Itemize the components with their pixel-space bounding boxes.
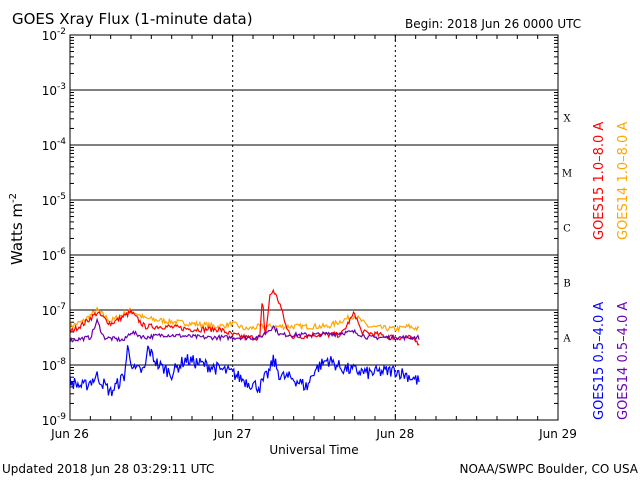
series-line-goes14-1-0-8-0-a — [69, 306, 420, 333]
y-tick-label: 10-9 — [42, 412, 67, 428]
x-tick-labels: Jun 26 Jun 27 Jun 28 Jun 29 — [50, 427, 577, 441]
series-line-goes14-0-5-4-0-a — [69, 317, 420, 343]
x-tick-label: Jun 28 — [375, 427, 414, 441]
y-tick-label: 10-3 — [42, 82, 66, 98]
flare-class-label: X — [563, 114, 571, 125]
legend-entry: GOES15 1.0–8.0 A — [592, 122, 607, 240]
flare-class-labels: X M C B A — [562, 114, 572, 345]
y-tick-label: 10-7 — [42, 302, 66, 318]
y-tick-labels: 10-2 10-3 10-4 10-5 10-6 10-7 10-8 10-9 — [42, 27, 67, 428]
x-tick-label: Jun 27 — [213, 427, 252, 441]
y-tick-label: 10-6 — [42, 247, 67, 263]
legend: GOES14 1.0–8.0 A GOES15 1.0–8.0 A GOES14 0… — [592, 122, 631, 420]
y-tick-label: 10-2 — [42, 27, 66, 43]
flare-class-label: A — [562, 334, 571, 345]
x-tick-label: Jun 26 — [50, 427, 89, 441]
chart-title: GOES Xray Flux (1-minute data) — [12, 10, 253, 28]
begin-label: Begin: 2018 Jun 26 0000 UTC — [405, 17, 581, 31]
svg-text:Watts m-2: Watts m-2 — [8, 193, 26, 265]
legend-entry: GOES15 0.5–4.0 A — [592, 302, 607, 420]
y-tick-label: 10-4 — [42, 137, 67, 153]
series-lines — [69, 288, 420, 397]
x-tick-label: Jun 29 — [538, 427, 577, 441]
credit-label: NOAA/SWPC Boulder, CO USA — [460, 462, 639, 476]
legend-entry: GOES14 0.5–4.0 A — [616, 302, 631, 420]
y-tick-label: 10-5 — [42, 192, 66, 208]
series-line-goes15-1-0-8-0-a — [69, 288, 420, 346]
flare-class-label: M — [562, 169, 572, 180]
legend-entry: GOES14 1.0–8.0 A — [616, 122, 631, 240]
grid — [70, 35, 558, 420]
flare-class-label: C — [563, 224, 571, 235]
updated-timestamp: Updated 2018 Jun 28 03:29:11 UTC — [2, 462, 214, 476]
flare-class-label: B — [563, 279, 570, 290]
x-axis-label: Universal Time — [269, 443, 358, 457]
y-axis-label: Watts m-2 — [8, 193, 26, 265]
y-tick-label: 10-8 — [42, 357, 67, 373]
series-line-goes15-0-5-4-0-a — [69, 345, 420, 397]
plot-frame — [69, 34, 559, 421]
